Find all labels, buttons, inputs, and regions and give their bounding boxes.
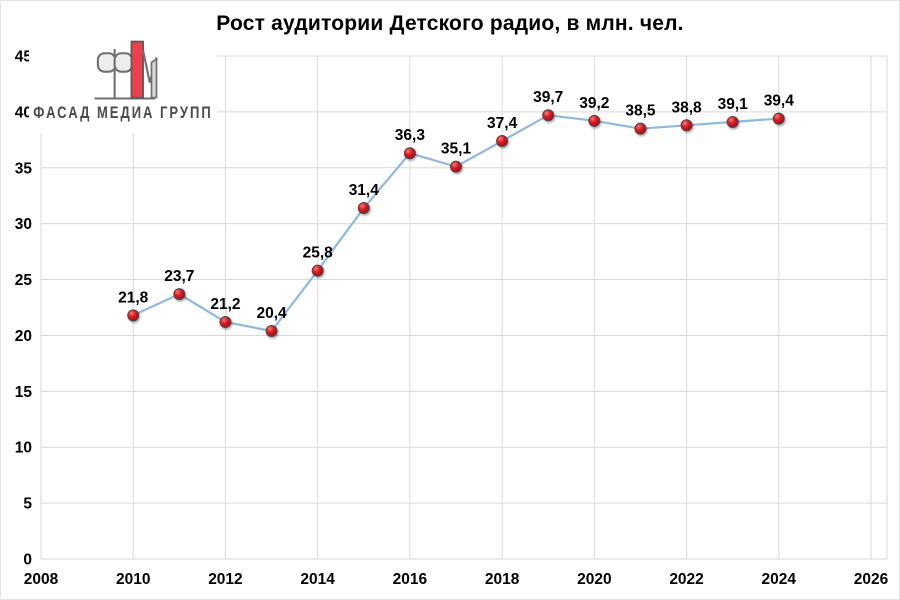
y-axis-tick-label: 15 <box>15 384 33 401</box>
x-axis-tick-label: 2010 <box>116 571 150 588</box>
y-axis-tick-label: 45 <box>15 49 33 66</box>
data-point-label: 38,8 <box>671 99 702 116</box>
x-axis-tick-label: 2022 <box>669 571 703 588</box>
logo-f-bowl-left <box>96 52 117 73</box>
x-axis-tick-label: 2026 <box>854 571 889 588</box>
data-point-marker <box>496 134 509 147</box>
data-point-marker <box>127 309 140 322</box>
data-point-label: 21,8 <box>118 289 149 306</box>
data-point-marker <box>357 202 370 215</box>
data-point-marker <box>450 160 462 173</box>
logo-text: ФАСАД МЕДИА ГРУПП <box>33 103 213 122</box>
y-axis-tick-label: 5 <box>23 496 32 513</box>
data-point-label: 39,1 <box>718 96 749 113</box>
data-point-marker <box>772 112 785 125</box>
data-point-label: 39,4 <box>764 93 795 110</box>
logo-m-right-stroke <box>150 57 158 99</box>
data-point-label: 21,2 <box>210 296 240 313</box>
x-axis-tick-label: 2008 <box>24 571 59 588</box>
y-axis-tick-label: 25 <box>15 272 33 289</box>
data-point-marker <box>311 264 324 277</box>
logo-f-bowl-right <box>113 52 134 73</box>
data-point-marker <box>726 115 739 128</box>
data-point-label: 38,5 <box>625 103 656 120</box>
data-point-marker <box>634 122 647 135</box>
y-axis-tick-label: 35 <box>15 160 33 177</box>
x-axis-tick-label: 2020 <box>577 571 611 588</box>
x-axis-tick-label: 2018 <box>485 571 520 588</box>
data-point-label: 23,7 <box>164 268 194 285</box>
x-axis-tick-label: 2024 <box>762 571 797 588</box>
data-point-marker <box>680 119 693 132</box>
data-point-label: 20,4 <box>256 305 287 322</box>
data-point-marker <box>542 109 555 122</box>
fasad-media-group-logo: ФАСАД МЕДИА ГРУПП <box>29 39 217 133</box>
data-point-label: 35,1 <box>441 141 472 158</box>
logo-m-left-stroke-red <box>130 40 144 99</box>
data-point-label: 37,4 <box>487 115 518 132</box>
data-point-marker <box>173 288 186 301</box>
data-point-label: 36,3 <box>395 127 426 144</box>
chart-title: Рост аудитории Детского радио, в млн. че… <box>216 12 684 35</box>
y-axis-tick-label: 20 <box>15 328 32 345</box>
data-point-label: 39,2 <box>579 95 609 112</box>
data-point-label: 39,7 <box>533 89 563 106</box>
data-point-label: 25,8 <box>303 245 334 262</box>
y-axis-tick-label: 10 <box>15 440 32 457</box>
x-axis-tick-label: 2014 <box>300 571 335 588</box>
x-axis-tick-label: 2012 <box>208 571 242 588</box>
data-point-marker <box>219 316 232 329</box>
data-point-marker <box>588 114 601 127</box>
fm-monogram-icon <box>94 40 158 100</box>
plot-border <box>40 55 888 560</box>
data-point-marker <box>265 324 278 337</box>
y-axis-tick-label: 0 <box>23 552 32 569</box>
data-point-marker <box>403 147 416 160</box>
x-axis-tick-label: 2016 <box>393 571 428 588</box>
y-axis-tick-label: 40 <box>15 104 32 121</box>
data-point-label: 31,4 <box>349 182 380 199</box>
y-axis-tick-label: 30 <box>15 216 32 233</box>
